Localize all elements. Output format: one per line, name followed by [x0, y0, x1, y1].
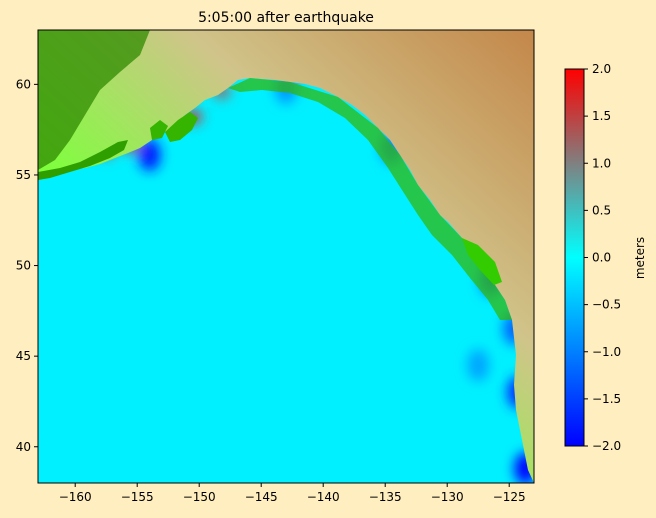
- x-tick-label: −130: [431, 490, 464, 504]
- x-axis: −160 −155 −150 −145 −140 −135 −130 −125: [59, 483, 526, 504]
- y-tick-label: 55: [16, 168, 31, 182]
- y-axis: 40 45 50 55 60: [16, 77, 38, 454]
- colorbar-ticks: 2.0 1.5 1.0 0.5 0.0 −0.5 −1.0 −1.5 −2.0: [584, 62, 621, 453]
- x-tick-label: −135: [369, 490, 402, 504]
- land-mass: [38, 30, 534, 483]
- wave-trough: [467, 349, 490, 382]
- x-tick-label: −150: [183, 490, 216, 504]
- colorbar-gradient: [564, 68, 585, 447]
- x-tick-label: −145: [245, 490, 278, 504]
- colorbar-tick-label: 0.5: [592, 203, 611, 217]
- x-tick-label: −140: [307, 490, 340, 504]
- colorbar-label: meters: [633, 237, 647, 279]
- colorbar-tick-label: −2.0: [592, 439, 621, 453]
- colorbar-tick-label: −1.5: [592, 392, 621, 406]
- x-tick-label: −160: [59, 490, 92, 504]
- colorbar-tick-label: −1.0: [592, 345, 621, 359]
- colorbar: 2.0 1.5 1.0 0.5 0.0 −0.5 −1.0 −1.5 −2.0 meters: [564, 62, 647, 453]
- colorbar-tick-label: 1.5: [592, 109, 611, 123]
- y-tick-label: 50: [16, 259, 31, 273]
- kodiak-island: [150, 120, 168, 140]
- y-tick-label: 40: [16, 440, 31, 454]
- colorbar-tick-label: 2.0: [592, 62, 611, 76]
- x-tick-label: −155: [121, 490, 154, 504]
- plot-area: [38, 30, 534, 483]
- y-tick-label: 60: [16, 77, 31, 91]
- x-tick-label: −125: [493, 490, 526, 504]
- colorbar-tick-label: 1.0: [592, 156, 611, 170]
- plot-frame: [37, 29, 535, 484]
- coastal-lowland: [38, 30, 150, 170]
- alaska-land: [38, 30, 534, 483]
- chart-title: 5:05:00 after earthquake: [198, 10, 374, 26]
- y-tick-label: 45: [16, 349, 31, 363]
- kenai-peninsula: [165, 112, 198, 142]
- colorbar-tick-label: −0.5: [592, 298, 621, 312]
- gulf-coast-green: [228, 78, 512, 320]
- colorbar-tick-label: 0.0: [592, 251, 611, 265]
- wave-trough: [138, 139, 161, 172]
- vancouver-island: [462, 238, 502, 285]
- alaska-peninsula-tail: [38, 140, 128, 180]
